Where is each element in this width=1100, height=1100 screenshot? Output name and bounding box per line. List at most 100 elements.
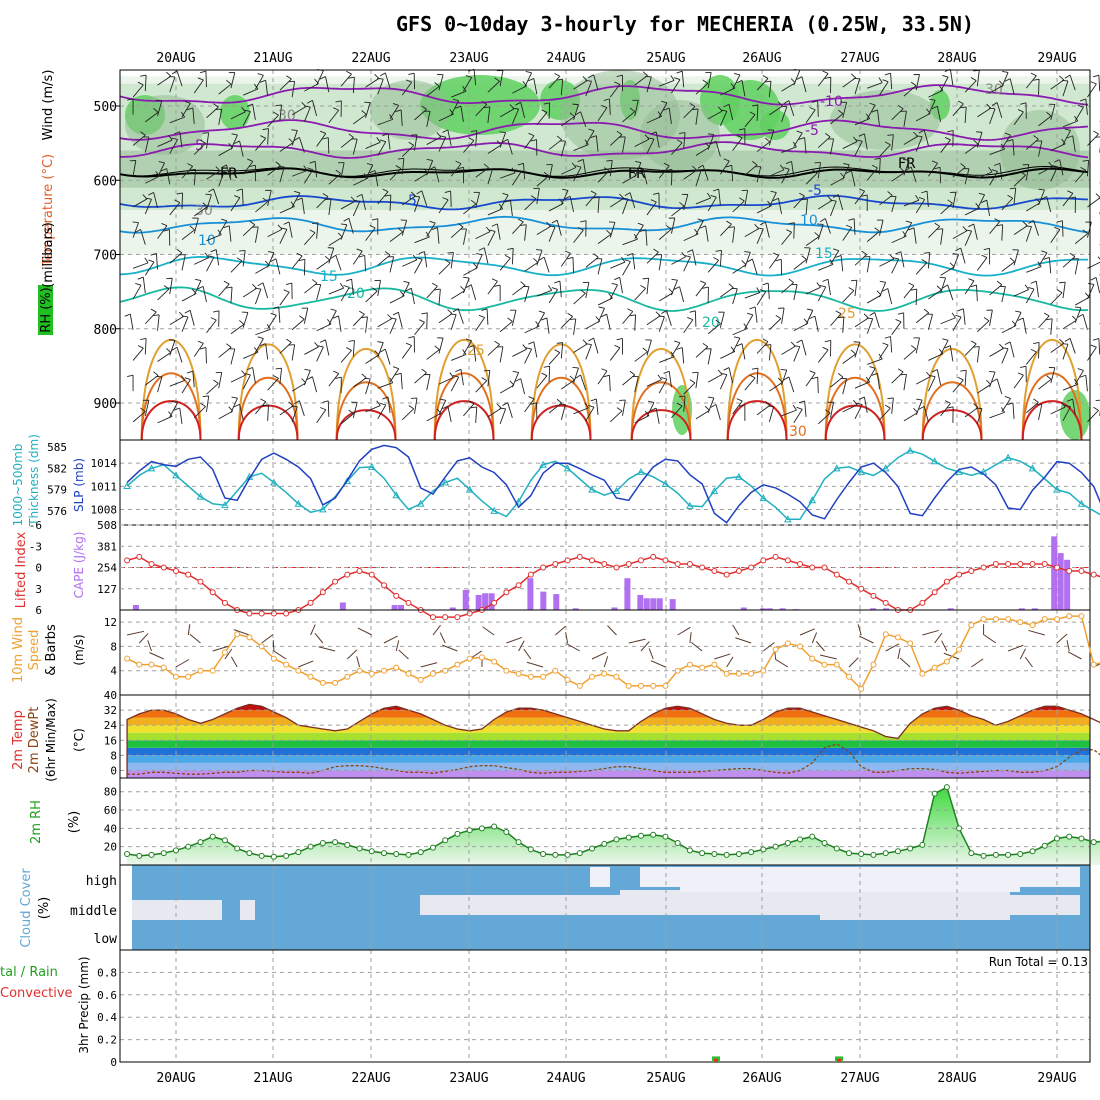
wind-barb [218,171,225,187]
wind-barb-flag [837,109,844,115]
wind-barb-flag [538,256,545,261]
wind-barb [756,205,772,214]
wind-speed-point [894,634,901,641]
wind-barb [867,358,883,365]
wind-barb [606,314,611,330]
wind-barb [915,376,931,385]
wind-barb-flag [1033,78,1040,81]
rh-2m-point [368,848,375,855]
wind-barb [977,107,992,118]
wind-barb-flag [478,314,485,318]
wind-barb-flag [619,193,624,199]
tick-label: 0.8 [97,966,117,979]
wind-barb [450,252,454,269]
wind-barb [499,108,515,118]
wind-barb [548,352,561,365]
wind-speed-point [772,646,779,653]
wind-barb-flag [650,199,657,203]
rh-2m-point [442,837,449,844]
wind-barb [597,170,610,183]
wind-barb [840,255,844,272]
wind-barb [940,317,956,325]
wind-barb [707,197,717,212]
rh-2m-point [735,851,742,858]
wind-barb-flag [1054,159,1060,163]
wind-barb [1056,633,1068,644]
wind-barb [377,280,381,297]
wind-barb-flag [442,405,449,410]
wind-speed-point [258,643,265,650]
wind-barb-flag [712,188,719,192]
wind-barb [316,196,329,209]
wind-barb [977,384,992,394]
rh-2m-point [527,846,534,853]
wind-barb [298,137,305,153]
wind-barb [1038,378,1052,390]
rh-2m-point [283,852,290,859]
wind-speed-point [564,676,571,683]
wind-barb-flag [897,368,904,373]
wind-barb-flag [335,100,342,103]
wind-barb-flag [217,229,222,235]
wind-barb-flag [983,247,990,251]
wind-barb [374,170,379,187]
wind-barb [683,256,691,272]
wind-barb [463,140,475,153]
wind-barb-flag [575,374,581,379]
wind-barb [157,100,163,116]
tick-label: 508 [97,519,117,532]
wind-barb [874,312,880,328]
wind-barb [768,130,775,146]
wind-speed-point [650,682,657,689]
wind-barb-flag [551,287,558,290]
cape-label: CAPE (J/kg) [72,532,86,599]
wind-barb [206,234,222,242]
wind-barb [377,382,393,389]
thickness-point [930,457,939,465]
wind-barb-flag [829,259,834,265]
wind-barb-flag [549,225,556,228]
wind-barb-flag [348,133,354,138]
wind-barb [463,77,473,92]
wind-barb-flag [1079,374,1086,378]
wind-barb [609,160,613,177]
wind-barb [426,136,442,145]
wind-barb [1085,375,1088,392]
rh-2m-line [126,786,1100,858]
wind-barb [805,286,821,295]
wind-barb [927,376,936,392]
cape-bar [870,608,877,610]
wind-barb-flag [965,229,972,232]
wind-barb-flag [166,348,172,353]
lifted-index-point [160,564,167,571]
wind-speed-point [674,667,681,674]
wind-barb-flag [955,314,962,318]
wind-barb-flag [1061,402,1066,408]
wind-barb [658,102,668,118]
rh-2m-point [270,853,277,860]
wind-barb-flag [382,133,389,137]
wind-barb-flag [970,284,977,288]
wind-speed-point [515,670,522,677]
wind-barb [939,167,942,184]
wind-barb-flag [184,377,191,381]
wind-barb-flag [283,289,290,293]
wind-barb [279,291,290,306]
wind-barb [683,233,699,242]
wind-barb-flag [741,260,747,265]
wind-barb-flag [788,278,794,283]
wind-barb [866,167,878,181]
wind-barb [715,404,721,420]
wind-barb [850,170,856,187]
wind-barb-flag [991,102,998,106]
wind-barb-flag [564,250,571,254]
wind-barb-flag [356,248,363,252]
wind-barb-flag [231,396,238,399]
wind-barb-flag [616,338,623,341]
wind-barb-flag [706,192,712,199]
wind-barb [279,166,285,183]
wind-barb [206,395,210,412]
contour-label: 5 [195,138,204,154]
wind-barb [952,379,964,393]
wind-barb-flag [824,133,831,138]
